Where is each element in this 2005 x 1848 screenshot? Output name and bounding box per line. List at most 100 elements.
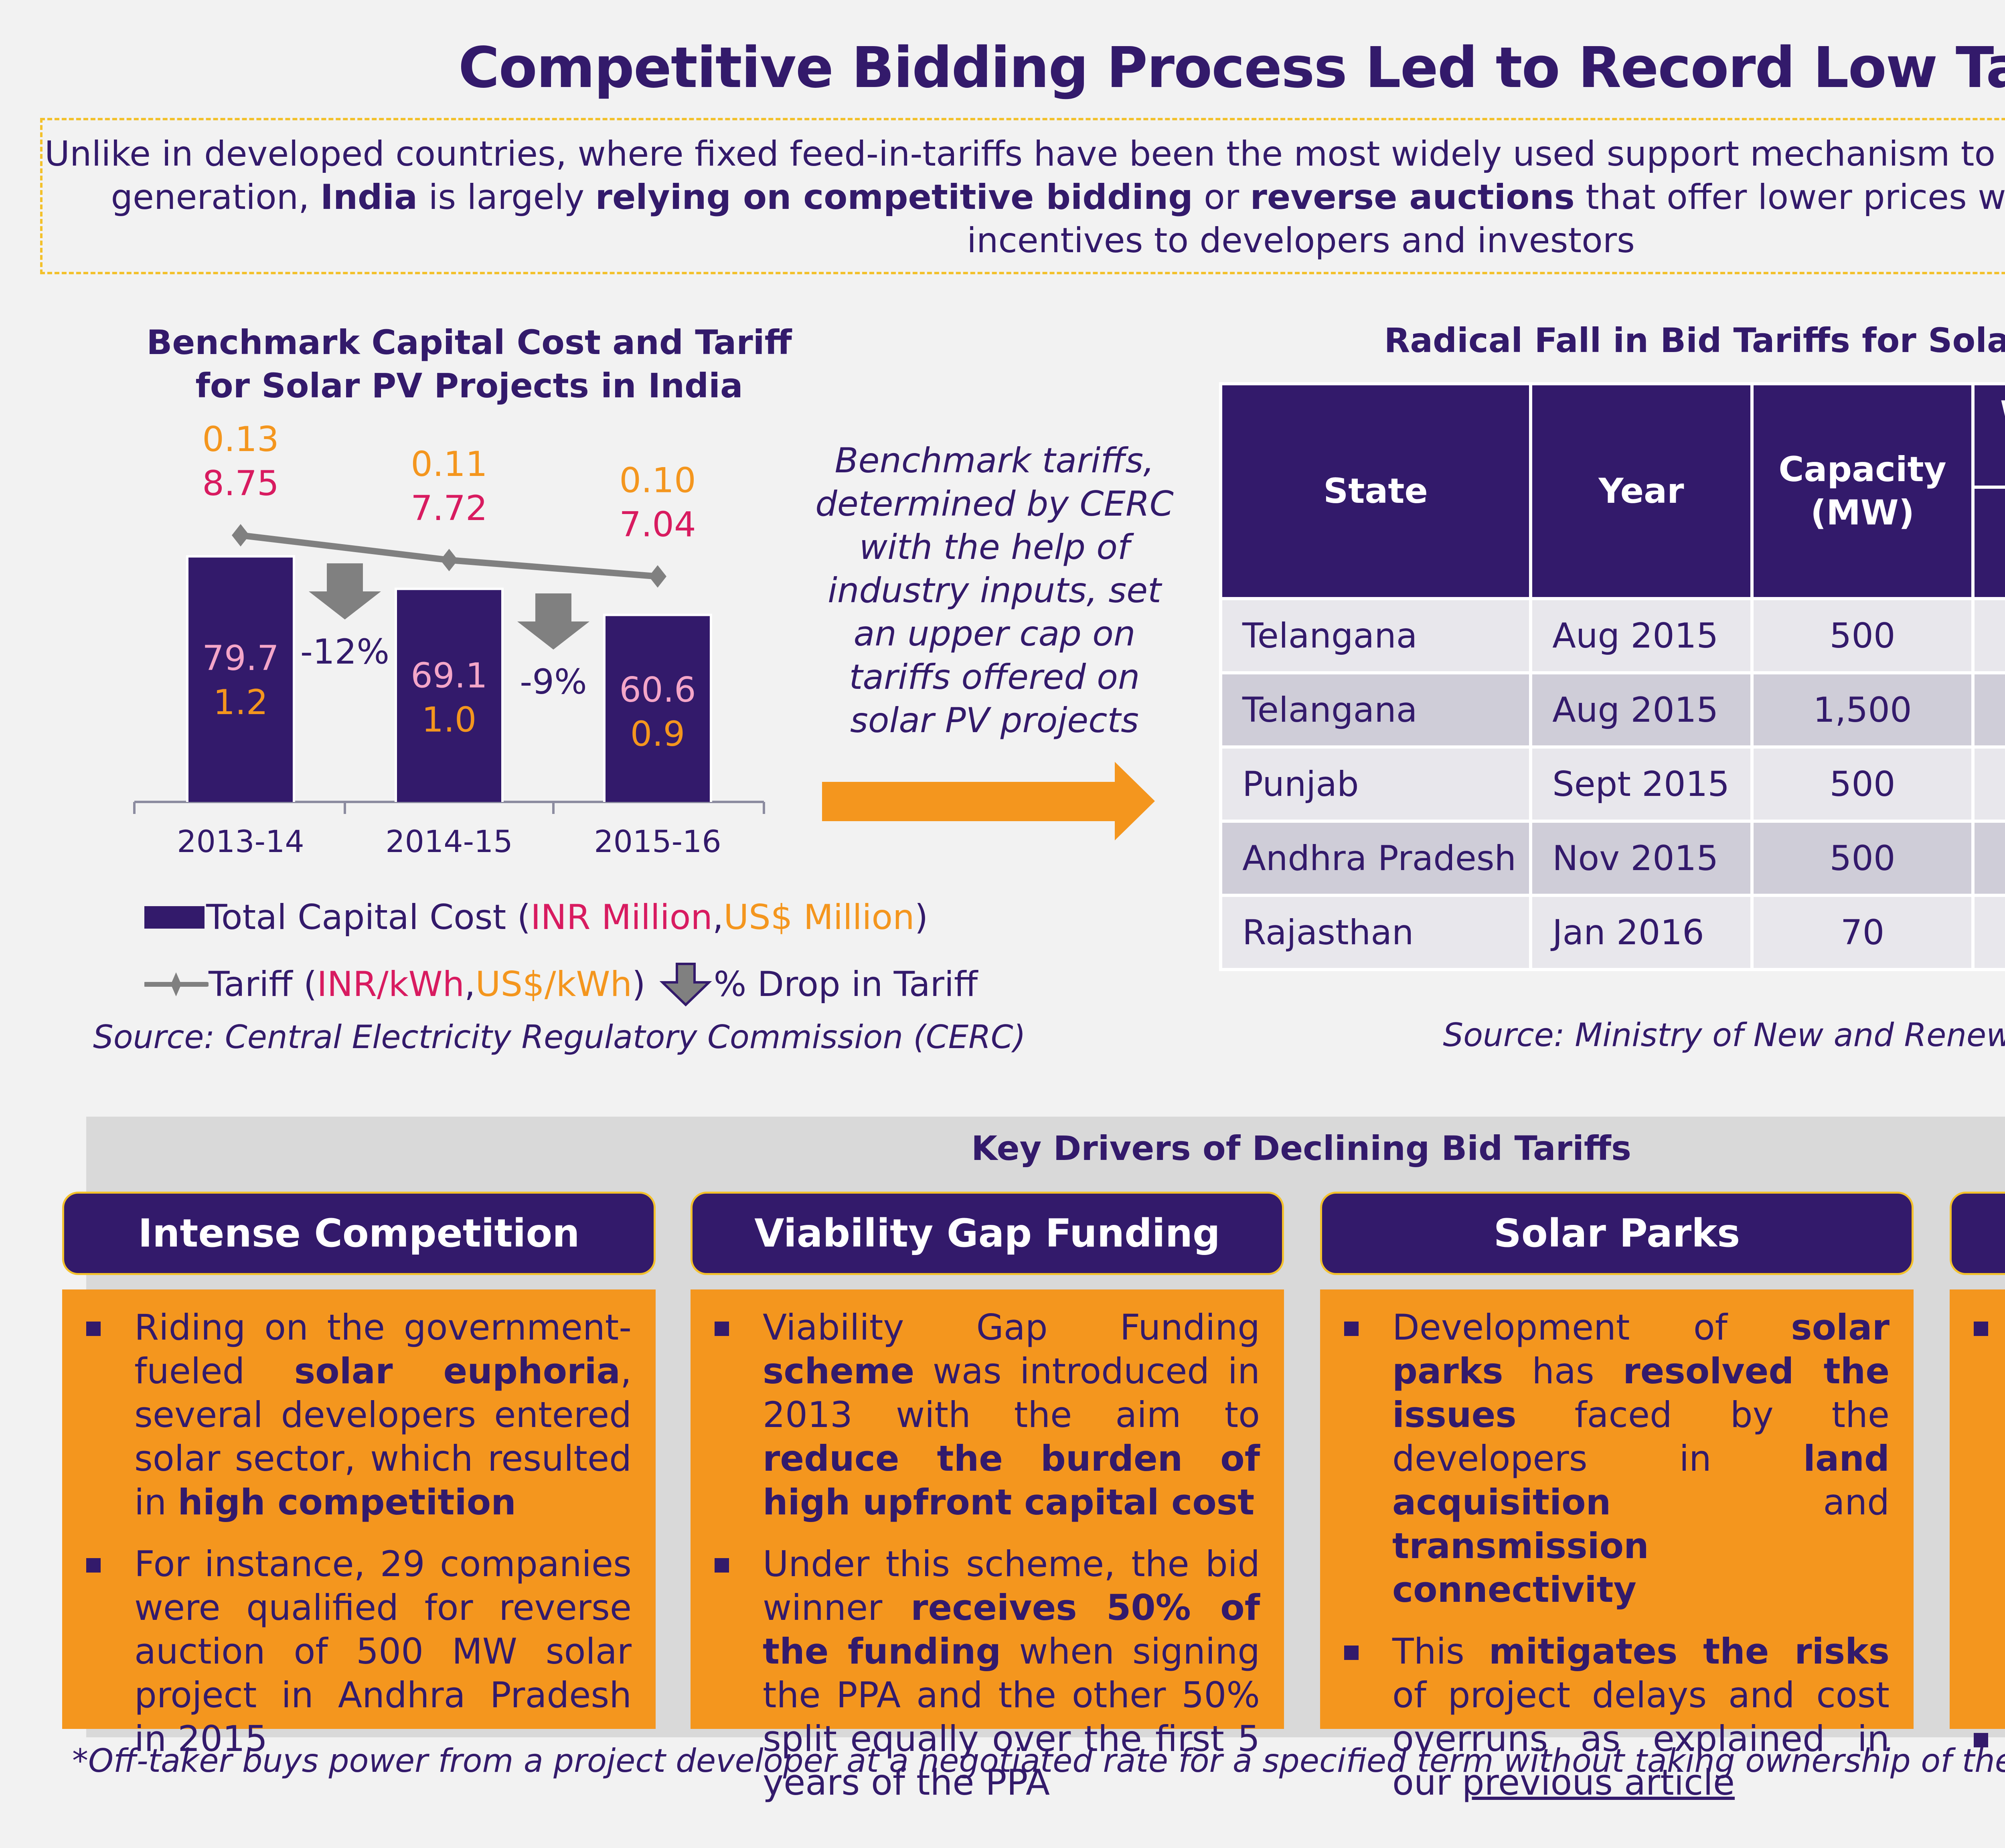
driver-body: Development of solar parks has resolved … <box>1320 1289 1914 1803</box>
cell-state: Rajasthan <box>1222 897 1529 968</box>
driver-body: Viability Gap Funding scheme was introdu… <box>691 1289 1284 1803</box>
previous-article-link[interactable]: previous article <box>1462 1762 1735 1803</box>
table-header-row: State Year Capacity (MW) Winning Bid Tar… <box>1222 385 2005 597</box>
legend-line-inr: INR/kWh <box>317 964 465 1004</box>
drop-arrow-icon <box>517 593 589 650</box>
bullet-text: faced by the developers in <box>1392 1394 1890 1479</box>
square-bullet-icon <box>715 1558 729 1573</box>
tariff-value-usd: 0.10 <box>619 461 696 501</box>
cell-inr: 4.63 <box>1975 823 2005 894</box>
driver-bullet: Government plans to deploy 15 GW solar p… <box>1974 1717 2005 1848</box>
tariff-value-inr: 7.04 <box>619 505 696 545</box>
tariff-value-usd: 0.13 <box>202 419 279 459</box>
cell-capacity: 500 <box>1753 823 1972 894</box>
square-bullet-icon <box>1974 1322 1988 1336</box>
bar-value-inr: 69.1 <box>411 656 487 696</box>
driver-body: Lowest bids were received in solar proje… <box>1950 1289 2005 1747</box>
driver-heading: Credible Off-takers <box>1950 1192 2005 1275</box>
header-capacity: Capacity (MW) <box>1753 385 1972 597</box>
cell-capacity: 500 <box>1753 749 1972 820</box>
bar-value-usd: 0.9 <box>630 714 685 754</box>
intro-text: that offer lower prices while still prov… <box>967 177 2005 261</box>
header-state: State <box>1222 385 1529 597</box>
bullet-emphasis: receives 50% of the funding <box>763 1587 1260 1672</box>
table-title: Radical Fall in Bid Tariffs for Solar PV… <box>1384 321 2005 360</box>
header-inr: INR/ MW <box>1975 489 2005 597</box>
bid-tariffs-table: State Year Capacity (MW) Winning Bid Tar… <box>1219 382 2005 971</box>
cell-year: Sept 2015 <box>1532 749 1750 820</box>
cell-year: Jan 2016 <box>1532 897 1750 968</box>
tariff-marker <box>649 565 666 588</box>
legend-bar-inr: INR Million <box>531 897 713 937</box>
cell-inr: 5.17 <box>1975 674 2005 745</box>
legend-line-usd: US$/kWh <box>475 964 632 1004</box>
page-title: Competitive Bidding Process Led to Recor… <box>458 35 2005 101</box>
cell-state: Punjab <box>1222 749 1529 820</box>
cell-year: Nov 2015 <box>1532 823 1750 894</box>
bullet-text: when signing the PPA and the other 50% s… <box>763 1631 1260 1803</box>
bullet-emphasis: solar parks <box>1392 1307 1890 1392</box>
legend-bar: Total Capital Cost (INR Million, US$ Mil… <box>144 897 928 937</box>
bullet-text: For instance, 29 companies were qualifie… <box>134 1543 632 1759</box>
cell-inr: 5.09 <box>1975 749 2005 820</box>
square-bullet-icon <box>1344 1646 1359 1660</box>
bar-value-inr: 60.6 <box>619 670 696 710</box>
legend-bar-suffix: ) <box>914 897 928 937</box>
drop-arrow-icon <box>309 563 381 619</box>
driver-bullet: For instance, 29 companies were qualifie… <box>86 1542 632 1761</box>
x-tick-label: 2014-15 <box>385 824 513 859</box>
bullet-text: Under this scheme, the bid winner <box>763 1543 1260 1628</box>
x-tick-label: 2013-14 <box>177 824 304 859</box>
capital-cost-tariff-chart: 79.71.2 2013-14 69.11.0 2014-15 60.60.9 2015-… <box>133 419 765 859</box>
bullet-emphasis: land acquisition <box>1392 1438 1890 1523</box>
legend-line-prefix: Tariff ( <box>209 964 317 1004</box>
intro-text: or <box>1193 177 1250 217</box>
square-bullet-icon <box>86 1558 101 1573</box>
legend-line-suffix: ) <box>632 964 646 1004</box>
chart-source: Source: Central Electricity Regulatory C… <box>93 1018 1026 1056</box>
cell-capacity: 1,500 <box>1753 674 1972 745</box>
driver-heading: Intense Competition <box>62 1192 656 1275</box>
square-bullet-icon <box>715 1322 729 1336</box>
intro-emphasis: India <box>320 177 418 217</box>
cell-year: Aug 2015 <box>1532 600 1750 671</box>
bullet-emphasis: transmission connectivity <box>1392 1525 1649 1610</box>
legend-bar-swatch <box>144 906 205 929</box>
bullet-text: Riding on the government-fueled <box>134 1307 632 1392</box>
drop-percent-label: -12% <box>300 632 389 672</box>
driver-bullet: Under this scheme, the bid winner receiv… <box>715 1542 1260 1804</box>
legend-drop-label: % Drop in Tariff <box>713 964 978 1004</box>
legend-line-sep: , <box>464 964 476 1004</box>
bar-2014-15 <box>397 590 501 802</box>
driver-heading: Solar Parks <box>1320 1192 1914 1275</box>
bullet-text: of project delays and cost overruns as e… <box>1392 1674 1890 1803</box>
cell-inr: 4.34 <box>1975 897 2005 968</box>
cell-state: Andhra Pradesh <box>1222 823 1529 894</box>
bar-value-usd: 1.2 <box>213 682 268 723</box>
chart-title: Benchmark Capital Cost and Tariff for So… <box>146 323 792 405</box>
cell-inr: 5.49 <box>1975 600 2005 671</box>
driver-bullet: Riding on the government-fueled solar eu… <box>86 1306 632 1524</box>
tariff-marker <box>440 549 458 571</box>
square-bullet-icon <box>1974 1733 1988 1747</box>
bar-2015-16 <box>606 616 710 802</box>
bullet-emphasis: scheme <box>763 1350 915 1392</box>
bullet-emphasis: resolved the issues <box>1392 1350 1890 1435</box>
drop-percent-label: -9% <box>520 662 587 702</box>
cell-state: Telangana <box>1222 600 1529 671</box>
bullet-text: This <box>1392 1631 1489 1672</box>
table-source: Source: Ministry of New and Renewable En… <box>1443 1016 2005 1054</box>
legend-bar-prefix: Total Capital Cost ( <box>206 897 531 937</box>
header-winning-bid: Winning Bid Tariff <box>1975 385 2005 486</box>
intro-emphasis: reverse auctions <box>1250 177 1575 217</box>
driver-bullet: Lowest bids were received in solar proje… <box>1974 1306 2005 1699</box>
legend-bar-sep: , <box>712 897 724 937</box>
cell-state: Telangana <box>1222 674 1529 745</box>
driver-bullet: This mitigates the risks of project dela… <box>1344 1629 1890 1804</box>
intro-emphasis: relying on competitive bidding <box>595 177 1193 217</box>
